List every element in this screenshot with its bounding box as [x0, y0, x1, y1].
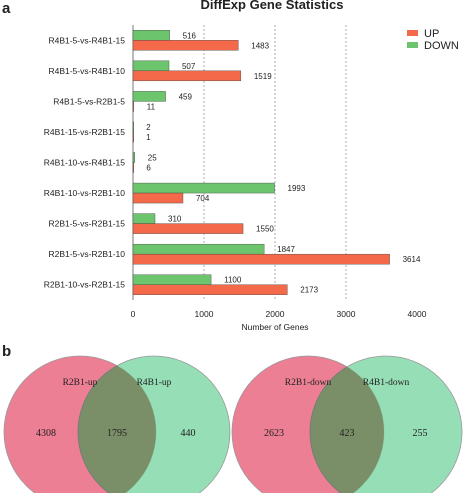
bar-down	[132, 30, 170, 41]
venn-set-label-left: R2B1-up	[63, 378, 98, 388]
data-label: 516	[183, 31, 197, 40]
bar-down	[132, 91, 166, 102]
data-label: 310	[168, 215, 182, 224]
legend-label-up: UP	[424, 28, 439, 40]
bar-up	[132, 223, 244, 234]
venn-diagrams: R2B1-up R4B1-up 4308 1795 440 R2B1-down R4B1-d…	[3, 355, 463, 493]
venn-set-label-left: R2B1-down	[285, 378, 332, 388]
venn-count-intersection: 423	[340, 428, 355, 439]
x-axis-label: Number of Genes	[241, 322, 308, 332]
data-label: 459	[179, 92, 193, 101]
venn-diagram-2: R2B1-down R4B1-down 2623 423 255	[231, 355, 463, 493]
bar-down	[132, 213, 156, 224]
legend: UP DOWN	[407, 28, 459, 52]
venn-set-label-right: R4B1-up	[137, 378, 172, 388]
category-label: R4B1-5-vs-R2B1-5	[53, 96, 125, 106]
x-tick-label: 3000	[337, 309, 356, 319]
x-tick-label: 4000	[408, 309, 427, 319]
data-label: 507	[182, 62, 196, 71]
venn-count-left-only: 4308	[36, 428, 56, 439]
bar-up	[132, 70, 242, 82]
bar-down	[132, 152, 135, 163]
bar-up	[132, 101, 135, 112]
venn-set-label-right: R4B1-down	[363, 378, 410, 388]
data-label: 11	[147, 102, 156, 111]
data-label: 1847	[277, 245, 295, 254]
x-tick-label: 0	[131, 309, 136, 319]
panel-label-a: a	[2, 0, 11, 17]
bar-up	[132, 192, 184, 204]
category-label: R4B1-10-vs-R2B1-10	[44, 188, 126, 198]
x-tick-label: 2000	[266, 309, 285, 319]
bar-up	[132, 162, 135, 173]
bar-up	[132, 253, 390, 265]
bar-down	[132, 60, 170, 72]
data-label: 1519	[254, 72, 272, 81]
data-label: 1993	[288, 184, 306, 193]
data-label: 25	[148, 154, 157, 163]
bar-down	[132, 274, 212, 285]
category-label: R4B1-15-vs-R2B1-15	[44, 127, 126, 137]
category-label: R4B1-10-vs-R4B1-15	[44, 158, 126, 168]
bar-up	[132, 131, 135, 143]
venn-intersection	[77, 356, 156, 493]
venn-count-left-only: 2623	[264, 428, 284, 439]
legend-label-down: DOWN	[424, 40, 459, 52]
category-label: R2B1-5-vs-R2B1-10	[48, 249, 125, 259]
venn-intersection	[309, 356, 384, 493]
category-label: R2B1-5-vs-R2B1-15	[48, 219, 125, 229]
category-label: R2B1-10-vs-R2B1-15	[44, 280, 126, 290]
data-label: 3614	[403, 255, 421, 264]
data-label: 2173	[300, 286, 318, 295]
bar-plot-area: R4B1-5-vs-R4B1-15 516 1483 R4B1-5-vs-R4B1-1…	[44, 25, 427, 319]
venn-count-intersection: 1795	[107, 428, 127, 439]
legend-swatch-up	[407, 30, 418, 36]
venn-diagram-1: R2B1-up R4B1-up 4308 1795 440	[3, 355, 231, 493]
legend-swatch-down	[407, 42, 418, 48]
bar-down	[132, 182, 275, 194]
data-label: 1	[146, 133, 151, 142]
data-label: 1483	[251, 41, 269, 50]
data-label: 1100	[224, 276, 242, 285]
data-label: 704	[196, 194, 210, 203]
category-label: R4B1-5-vs-R4B1-15	[48, 35, 125, 45]
category-label: R4B1-5-vs-R4B1-10	[48, 66, 125, 76]
data-label: 2	[146, 123, 151, 132]
venn-count-right-only: 255	[413, 428, 428, 439]
x-tick-label: 1000	[195, 309, 214, 319]
bar-up	[132, 284, 288, 295]
bar-down	[132, 243, 265, 255]
data-label: 6	[146, 164, 151, 173]
data-label: 1550	[256, 225, 274, 234]
bar-up	[132, 40, 239, 51]
chart-title: DiffExp Gene Statistics	[200, 0, 343, 12]
venn-count-right-only: 440	[181, 428, 196, 439]
bar-down	[132, 121, 135, 133]
panel-label-b: b	[2, 343, 11, 360]
